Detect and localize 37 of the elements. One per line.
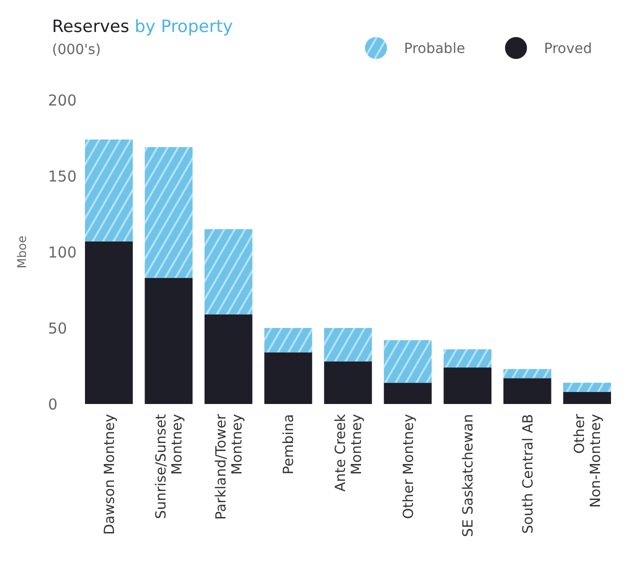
legend-label: Proved [544,41,592,57]
y-tick-label: 0 [48,395,58,414]
bar [444,349,492,368]
bar [444,368,492,404]
bar [264,328,312,352]
bar [84,140,133,242]
y-tick-label: 200 [48,91,77,110]
y-tick-label: 150 [48,167,77,186]
bar [384,382,432,404]
bar [84,241,133,404]
x-tick-label: South Central AB [520,414,536,534]
x-tick-label: Ante Creek Montney [333,413,365,492]
bar [204,314,252,404]
bar [563,382,612,392]
bar [204,229,252,314]
bar [264,352,312,404]
bar [324,361,372,404]
y-tick-label: 100 [48,243,77,262]
x-tick-label: Parkland/Tower Montney [213,414,246,520]
bar [503,369,552,378]
x-tick-label: Sunrise/Sunset Montney [154,413,186,519]
bar [144,278,193,404]
y-tick-label: 50 [48,319,68,338]
legend-label: Probable [404,41,466,57]
chart-title: Reserves by Property [52,17,233,37]
x-tick-label: SE Saskatchewan [460,414,477,537]
bar [384,340,432,383]
x-tick-label: Other Non-Montney [572,414,604,508]
x-tick-label: Pembina [281,414,298,474]
x-tick-label: Dawson Montney [102,414,118,535]
y-axis-title: Mboe [15,236,29,268]
bar [563,392,612,404]
bar [503,378,552,404]
x-tick-label: Other Montney [400,414,417,519]
bar [324,328,372,362]
chart-subtitle: (000's) [52,42,101,58]
bar [144,147,193,278]
